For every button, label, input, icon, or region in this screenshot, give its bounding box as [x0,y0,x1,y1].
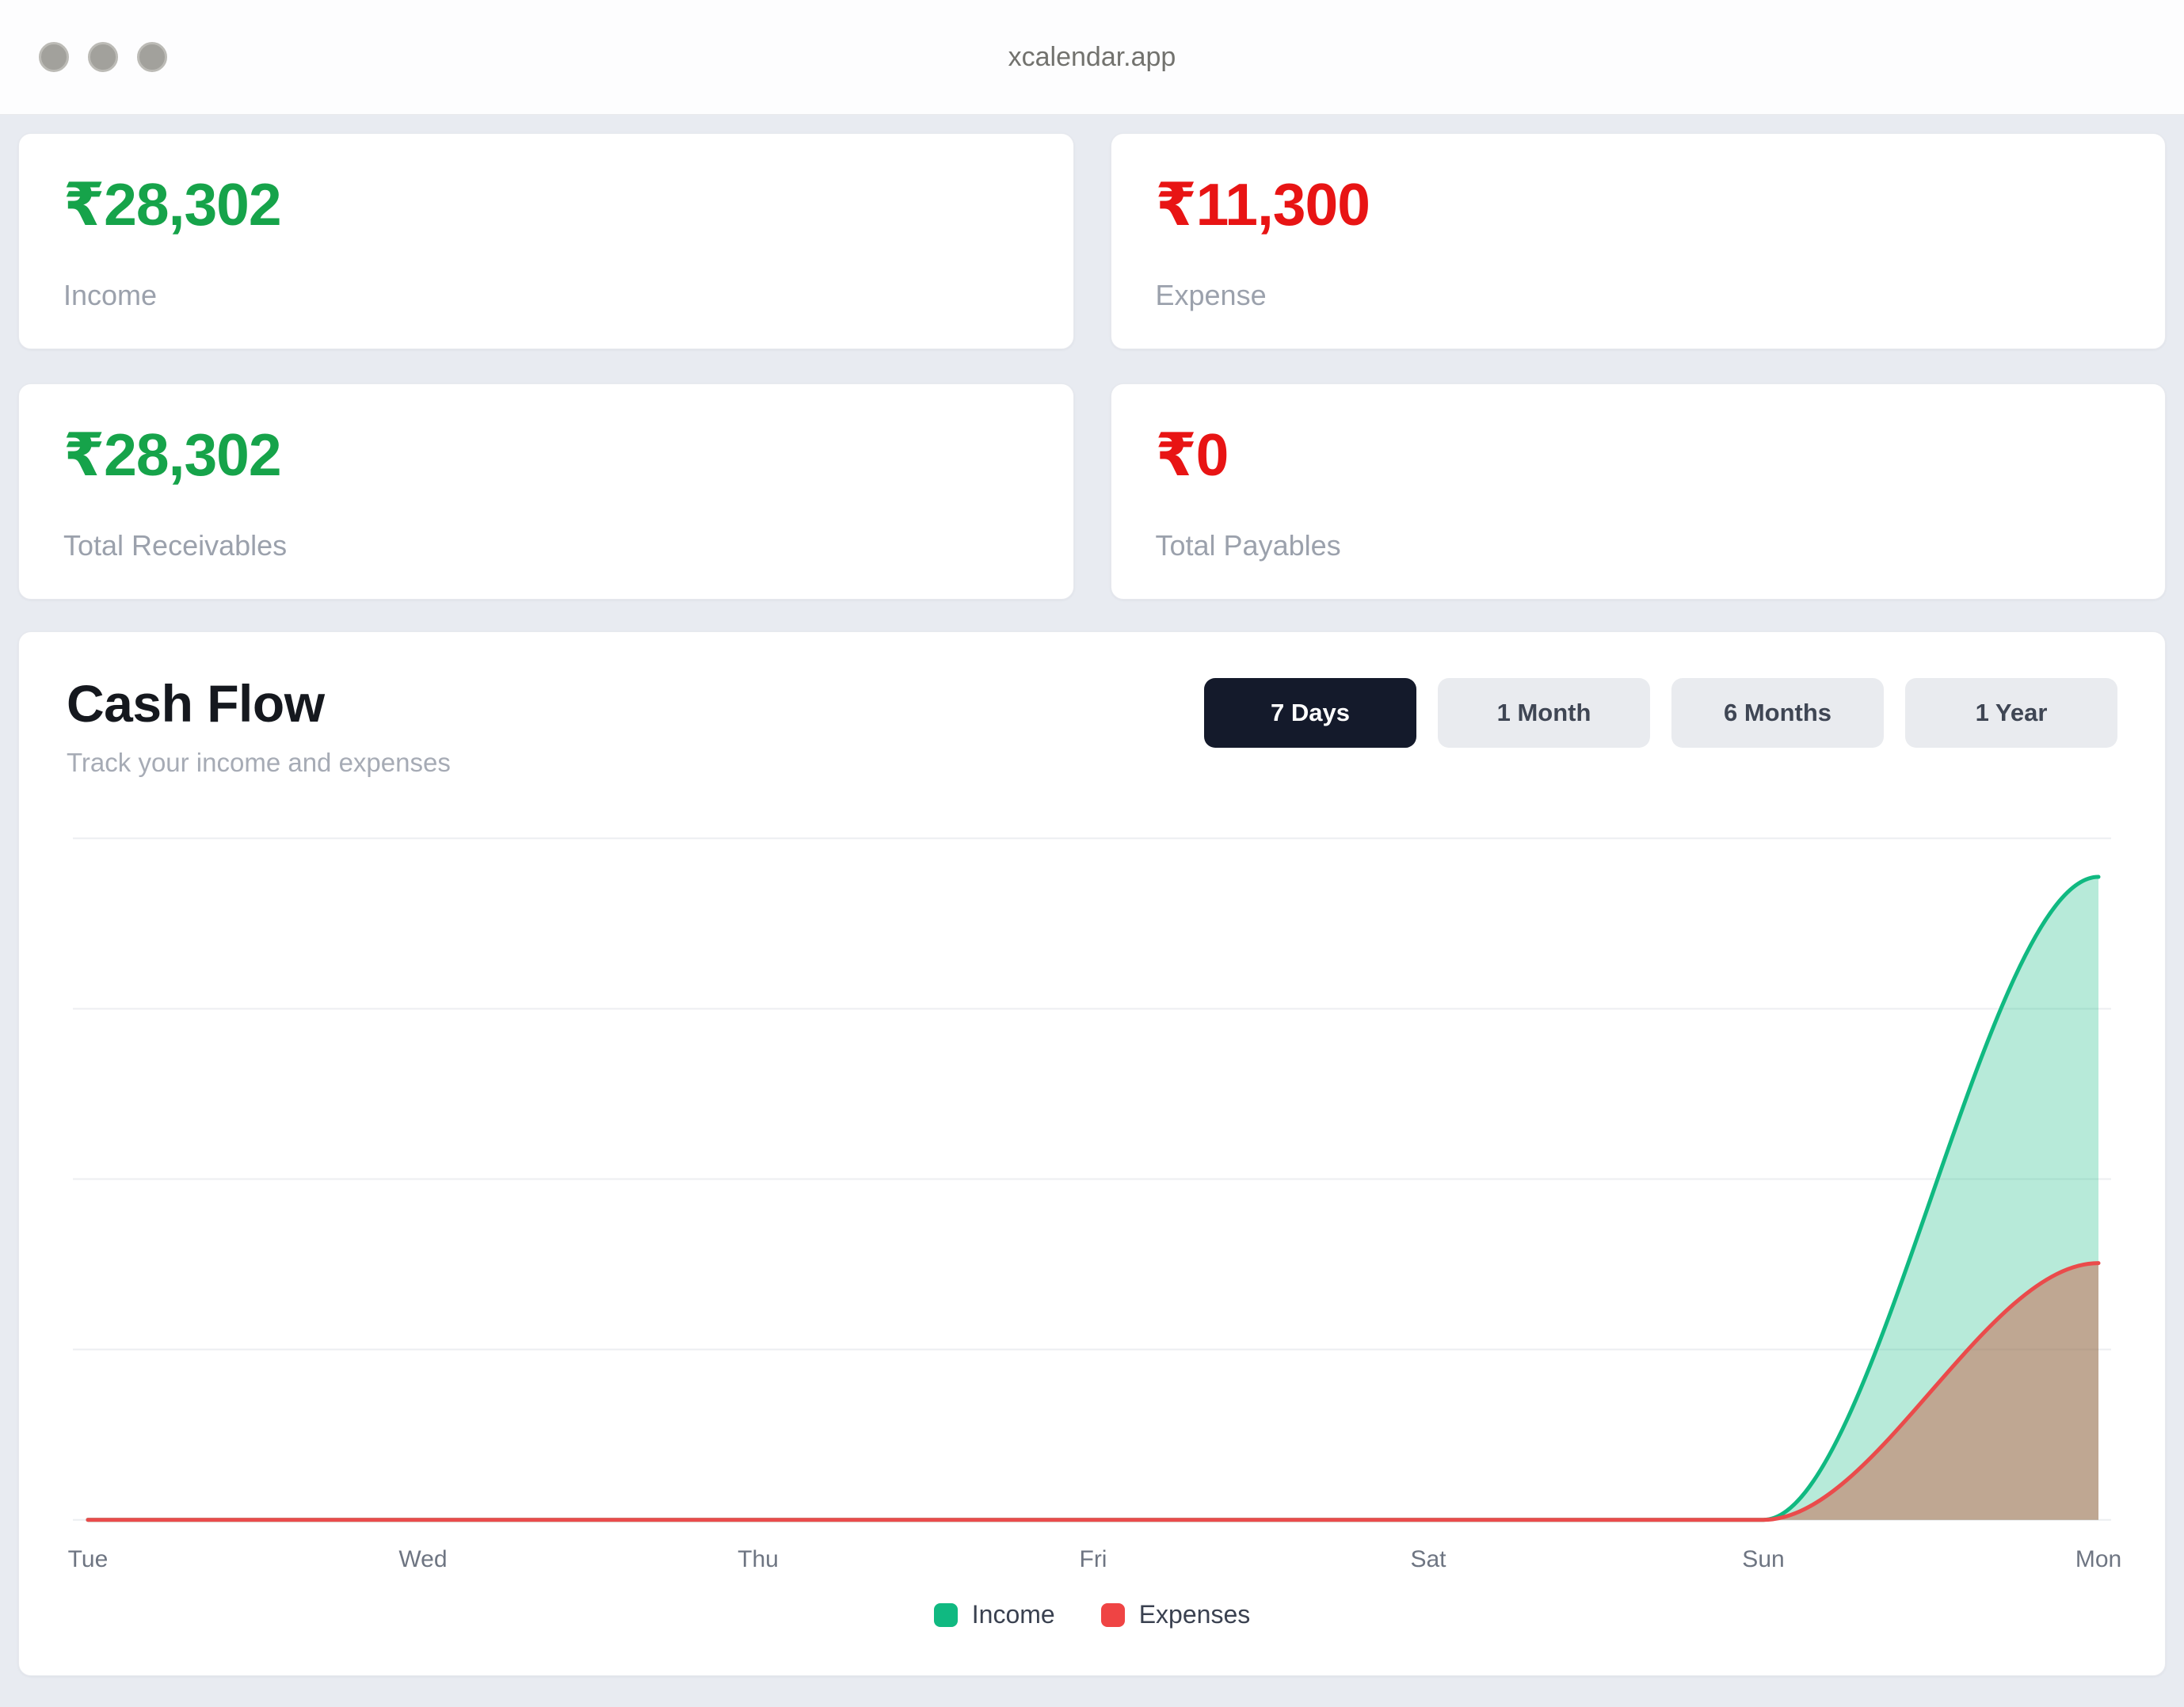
x-tick-wed: Wed [398,1546,448,1573]
series-line-income [86,874,2101,1522]
area-fill-expenses [87,1263,2099,1520]
stat-card-receivables: ₹28,302 Total Receivables [18,383,1074,600]
legend-swatch-income [933,1602,958,1627]
stat-card-income: ₹28,302 Income [18,133,1074,349]
range-selector: 7 Days 1 Month 6 Months 1 Year [1204,677,2117,748]
legend-item-income[interactable]: Income [933,1600,1055,1629]
cashflow-card: Cash Flow Track your income and expenses… [18,631,2166,1677]
chart-canvas[interactable] [67,827,2117,1579]
cashflow-chart[interactable]: Tue Wed Thu Fri Sat Sun Mon [67,827,2121,1579]
stat-amount-income: ₹28,302 [63,171,282,238]
window-title: xcalendar.app [1008,41,1176,72]
legend-label-expenses: Expenses [1138,1600,1251,1629]
legend-label-income: Income [971,1600,1055,1629]
stat-card-expense: ₹11,300 Expense [1110,133,2166,349]
window-control-dot[interactable] [137,42,167,72]
x-tick-sat: Sat [1410,1546,1446,1573]
stat-amount-expense: ₹11,300 [1155,171,1370,238]
stat-label-payables: Total Payables [1155,528,1341,562]
stat-label-income: Income [63,278,158,311]
browser-titlebar: xcalendar.app [0,0,2184,115]
series-line-expenses [86,1261,2101,1522]
stat-label-expense: Expense [1155,278,1267,311]
stat-amount-payables: ₹0 [1155,421,1229,488]
cashflow-subtitle: Track your income and expenses [67,748,451,778]
legend-swatch-expenses [1100,1602,1125,1627]
stat-amount-receivables: ₹28,302 [63,421,282,488]
x-tick-thu: Thu [738,1546,779,1573]
chart-legend: Income Expenses [67,1600,2117,1629]
area-fill-income [87,877,2099,1520]
range-button-1-month[interactable]: 1 Month [1438,677,1650,748]
x-tick-tue: Tue [67,1546,109,1573]
x-tick-mon: Mon [2075,1546,2122,1573]
legend-item-expenses[interactable]: Expenses [1100,1600,1251,1629]
window-control-dot[interactable] [39,42,69,72]
range-button-1-year[interactable]: 1 Year [1905,677,2117,748]
range-button-6-months[interactable]: 6 Months [1671,677,1884,748]
x-tick-sun: Sun [1742,1546,1785,1573]
stat-card-payables: ₹0 Total Payables [1110,383,2166,600]
window-control-dot[interactable] [88,42,118,72]
stats-grid: ₹28,302 Income ₹11,300 Expense ₹28,302 Total … [18,133,2166,600]
window-controls [39,42,167,72]
x-tick-fri: Fri [1079,1546,1107,1573]
range-button-7-days[interactable]: 7 Days [1204,677,1416,748]
cashflow-heading-block: Cash Flow Track your income and expenses [67,673,451,779]
cashflow-header: Cash Flow Track your income and expenses… [67,673,2117,779]
cashflow-title: Cash Flow [67,673,325,733]
stat-label-receivables: Total Receivables [63,528,288,562]
dashboard: ₹28,302 Income ₹11,300 Expense ₹28,302 Total … [0,115,2184,1677]
